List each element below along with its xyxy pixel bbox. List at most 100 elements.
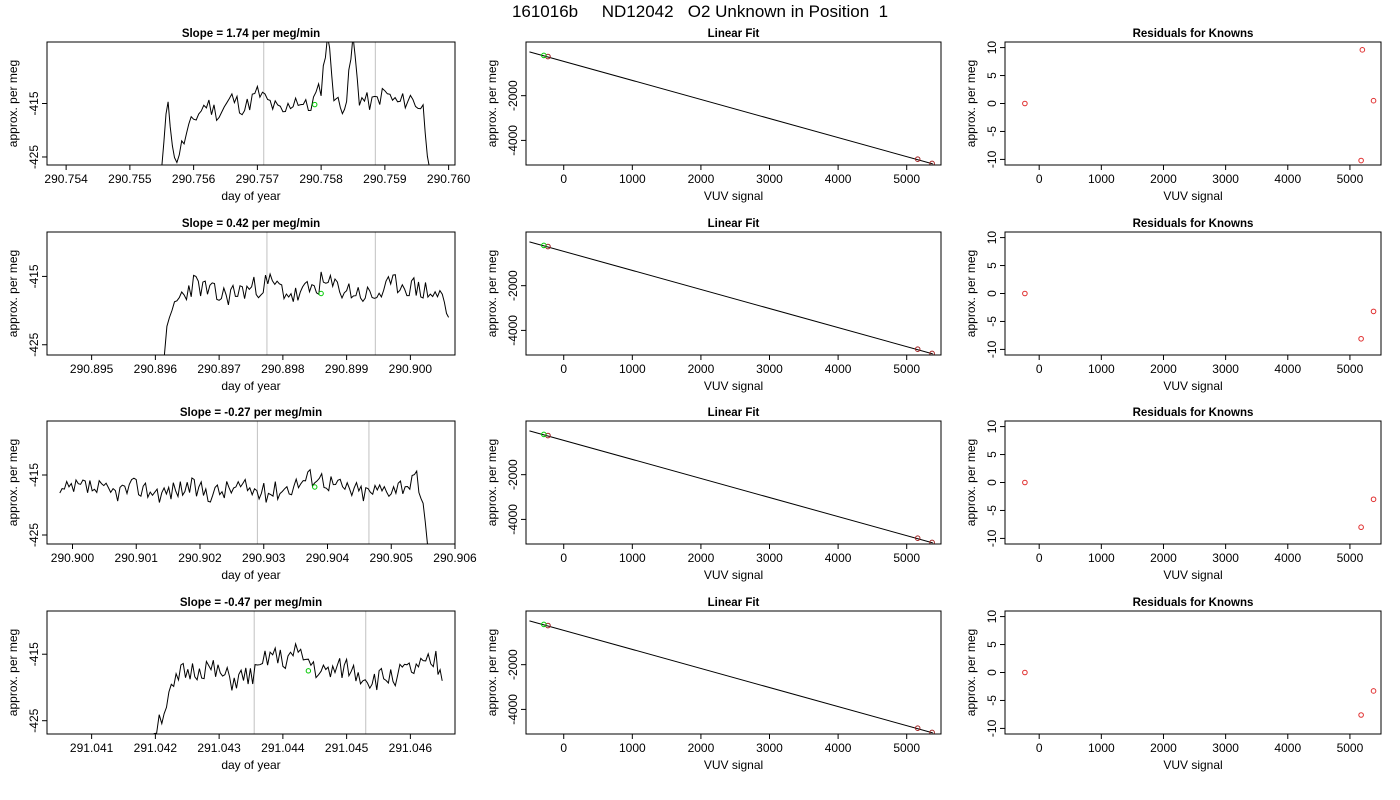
known-point: [914, 725, 921, 731]
x-tick-label: 290.903: [242, 551, 286, 565]
y-tick-label: -425: [27, 523, 41, 547]
y-axis-label: approx. per meg: [964, 250, 978, 337]
x-axis-label: VUV signal: [704, 189, 763, 203]
residual-point: [1358, 157, 1364, 164]
known-point: [929, 729, 935, 734]
x-tick-label: 5000: [893, 172, 920, 186]
y-axis-label: approx. per meg: [6, 60, 20, 147]
x-tick-label: 5000: [1337, 362, 1364, 376]
x-tick-label: 0: [560, 362, 567, 376]
x-tick-label: 1000: [1088, 172, 1115, 186]
x-tick-label: 290.898: [261, 362, 305, 376]
panel-title: Linear Fit: [708, 407, 760, 419]
x-tick-label: 0: [560, 551, 567, 565]
plot-area: [153, 611, 443, 734]
y-tick-label: -415: [27, 463, 41, 487]
y-tick-label: -425: [27, 708, 41, 732]
x-tick-label: 290.895: [70, 362, 114, 376]
panel-title: Residuals for Knowns: [1133, 28, 1254, 40]
y-tick-label: -5: [985, 126, 999, 137]
plot-area: [529, 241, 935, 355]
x-tick-label: 291.046: [389, 741, 433, 755]
panel-title: Linear Fit: [708, 218, 760, 230]
y-axis-label: approx. per meg: [6, 250, 20, 337]
x-axis-label: VUV signal: [704, 758, 763, 772]
x-tick-label: 0: [1036, 551, 1043, 565]
residual-point: [1022, 100, 1028, 107]
x-tick-label: 2000: [688, 172, 715, 186]
y-tick-label: -10: [985, 719, 999, 737]
residual-point: [1370, 97, 1377, 104]
y-tick-label: -4000: [506, 315, 520, 346]
x-tick-label: 290.900: [51, 551, 95, 565]
y-axis-label: approx. per meg: [6, 439, 20, 526]
x-tick-label: 290.896: [134, 362, 178, 376]
panel-timeseries-row-1: Slope = 0.42 per meg/min 290.895 290.896 29…: [6, 218, 456, 393]
x-tick-label: 290.897: [197, 362, 241, 376]
plot-frame: [1004, 231, 1382, 356]
x-tick-label: 4000: [1274, 551, 1301, 565]
x-axis-label: day of year: [221, 568, 280, 582]
x-tick-label: 290.901: [115, 551, 159, 565]
x-tick-label: 5000: [1337, 551, 1364, 565]
x-tick-label: 2000: [1150, 362, 1177, 376]
y-tick-label: 5: [985, 262, 999, 269]
x-tick-label: 3000: [756, 362, 783, 376]
plot-frame: [525, 420, 942, 545]
x-tick-label: 1000: [1088, 362, 1115, 376]
x-axis-label: VUV signal: [704, 568, 763, 582]
known-point: [929, 350, 935, 355]
plot-frame: [46, 231, 456, 356]
x-axis-label: day of year: [221, 189, 280, 203]
x-tick-label: 1000: [619, 172, 646, 186]
y-tick-label: 10: [985, 610, 999, 624]
y-tick-label: -10: [985, 150, 999, 168]
x-tick-label: 0: [1036, 741, 1043, 755]
x-tick-label: 290.904: [306, 551, 350, 565]
x-tick-label: 4000: [1274, 741, 1301, 755]
x-tick-label: 3000: [1212, 172, 1239, 186]
x-tick-label: 4000: [825, 362, 852, 376]
x-tick-label: 5000: [893, 551, 920, 565]
y-tick-label: -2000: [506, 459, 520, 490]
panel-title: Slope = -0.47 per meg/min: [180, 597, 322, 609]
fit-line: [529, 51, 933, 165]
figure-title: 161016b ND12042 O2 Unknown in Position 1: [511, 2, 889, 21]
known-point: [929, 160, 935, 165]
residual-point: [1370, 308, 1377, 315]
residual-point: [1359, 47, 1366, 53]
x-axis-label: VUV signal: [1163, 758, 1222, 772]
residual-point: [1022, 669, 1028, 676]
x-axis-label: VUV signal: [1163, 189, 1222, 203]
y-axis-label: approx. per meg: [964, 439, 978, 526]
unknown-point: [541, 52, 547, 59]
panel-title: Residuals for Knowns: [1133, 218, 1254, 230]
y-tick-label: -425: [27, 332, 41, 356]
unknown-marker: [318, 290, 324, 297]
y-tick-label: 10: [985, 231, 999, 245]
panel-residuals-row-3: Residuals for Knowns 0 1000 2000 3000 4000 500…: [964, 597, 1382, 772]
x-tick-label: 290.905: [370, 551, 414, 565]
x-tick-label: 1000: [619, 362, 646, 376]
plot-area: [529, 620, 935, 734]
y-axis-label: approx. per meg: [485, 439, 499, 526]
x-tick-label: 291.042: [134, 741, 178, 755]
unknown-point: [541, 242, 547, 249]
x-tick-label: 4000: [825, 551, 852, 565]
y-axis-label: approx. per meg: [964, 629, 978, 716]
x-tick-label: 3000: [1212, 551, 1239, 565]
y-tick-label: -415: [27, 642, 41, 666]
y-tick-label: -4000: [506, 694, 520, 725]
fit-line: [529, 430, 933, 544]
known-point: [914, 346, 921, 352]
residual-point: [1358, 712, 1364, 718]
x-axis-label: VUV signal: [704, 379, 763, 393]
y-axis-label: approx. per meg: [964, 60, 978, 147]
panel-title: Slope = 1.74 per meg/min: [182, 28, 320, 40]
x-tick-label: 1000: [619, 551, 646, 565]
y-tick-label: 0: [985, 290, 999, 297]
known-point: [914, 535, 921, 541]
panel-title: Slope = -0.27 per meg/min: [180, 407, 322, 419]
y-axis-label: approx. per meg: [485, 629, 499, 716]
x-tick-label: 4000: [1274, 172, 1301, 186]
